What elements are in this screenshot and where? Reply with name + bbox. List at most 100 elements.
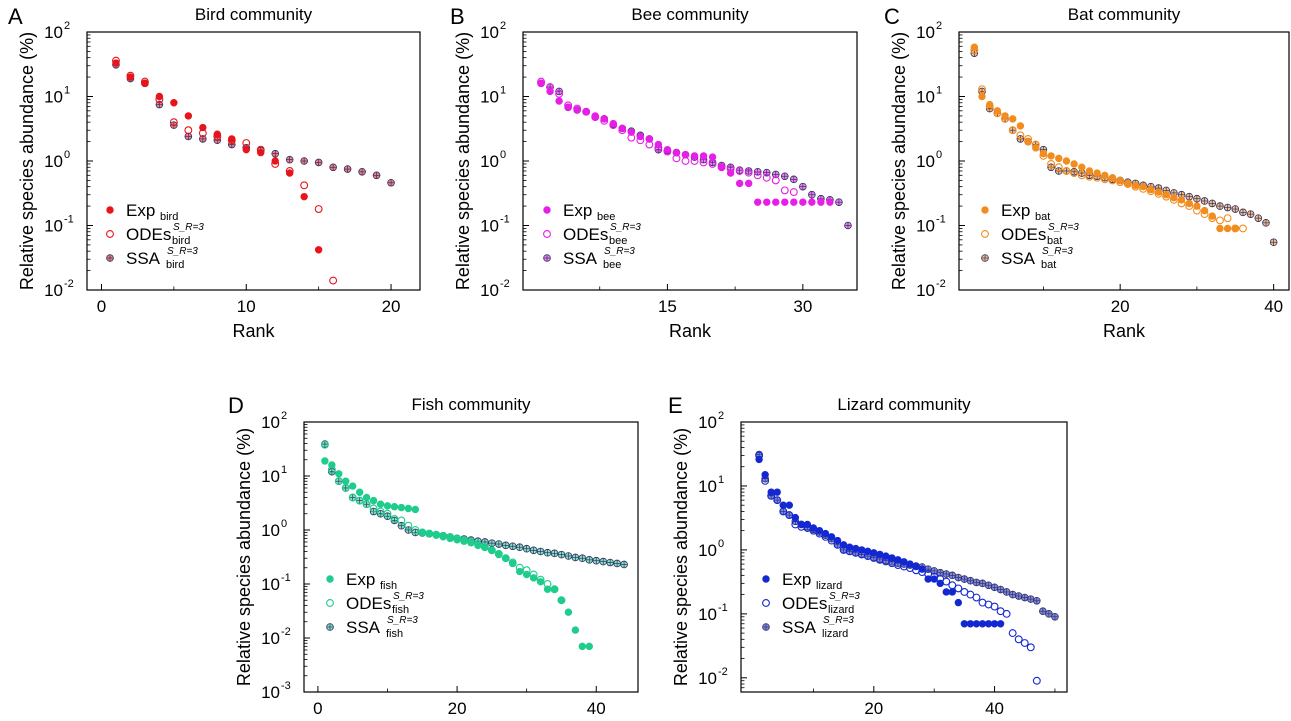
data-point-exp	[555, 97, 563, 105]
data-point-odes	[1215, 216, 1224, 225]
x-axis-label: Rank	[669, 321, 712, 341]
data-point-ssa	[550, 549, 559, 558]
data-point-odes	[780, 186, 789, 195]
data-point-odes	[1062, 167, 1071, 175]
y-tick-label: 10	[44, 152, 63, 171]
data-point-odes	[555, 89, 564, 98]
y-tick-exponent: 0	[718, 538, 724, 550]
data-point-ssa	[1223, 203, 1232, 212]
data-point-exp	[761, 470, 769, 479]
y-tick-exponent: -2	[500, 278, 510, 290]
data-point-exp	[349, 482, 357, 490]
legend-subscript: bat	[1035, 211, 1050, 223]
data-point-ssa	[1051, 612, 1059, 621]
y-tick-label: 10	[44, 23, 63, 42]
data-point-exp	[141, 79, 149, 88]
y-tick-label: 10	[698, 669, 717, 688]
legend-label-odes: ODEs	[782, 594, 827, 613]
data-point-ssa	[271, 149, 280, 158]
y-axis-label: Relative species abundance (%)	[17, 32, 37, 290]
data-point-ssa	[1208, 199, 1217, 208]
legend-subscript: bird	[166, 259, 184, 271]
data-point-exp	[1170, 193, 1178, 202]
y-tick-label: 10	[261, 683, 280, 702]
legend-subscript: fish	[392, 604, 409, 616]
data-point-exp	[785, 501, 793, 509]
y-tick-label: 10	[698, 541, 717, 560]
data-point-exp	[1009, 115, 1017, 123]
data-point-ssa	[1246, 210, 1255, 218]
data-point-ssa	[285, 155, 294, 164]
data-point-ssa	[495, 540, 503, 548]
data-point-exp	[335, 470, 343, 478]
data-point-ssa	[314, 158, 323, 167]
data-point-exp	[355, 488, 364, 496]
data-point-exp	[845, 543, 854, 551]
legend-marker-exp	[326, 575, 334, 583]
data-point-exp	[600, 115, 608, 123]
y-tick-label: 10	[261, 575, 280, 594]
y-tick-exponent: 1	[64, 85, 70, 97]
data-point-odes	[334, 477, 343, 486]
series-exp	[537, 79, 834, 206]
data-point-exp	[1101, 171, 1109, 180]
data-point-exp	[502, 554, 510, 562]
legend-superscript: S_R=3	[1048, 222, 1079, 233]
y-tick-exponent: -3	[281, 680, 291, 692]
data-point-exp	[672, 148, 681, 157]
data-point-odes	[753, 171, 762, 180]
data-point-odes	[1223, 214, 1232, 223]
data-point-exp	[882, 552, 890, 560]
data-point-exp	[446, 534, 454, 543]
data-point-exp	[918, 565, 926, 573]
data-point-exp	[781, 198, 789, 206]
data-point-exp	[948, 588, 956, 596]
y-tick-exponent: 1	[718, 474, 724, 486]
data-point-exp	[397, 503, 406, 512]
data-point-exp	[808, 198, 816, 206]
x-axis-label: Rank	[1103, 321, 1146, 341]
x-tick-label: 20	[382, 297, 401, 316]
legend-subscript: bird	[172, 235, 190, 247]
data-point-exp	[654, 140, 663, 149]
legend-superscript: S_R=3	[393, 591, 424, 602]
data-point-ssa	[508, 542, 517, 551]
data-point-exp	[870, 549, 878, 557]
data-point-odes	[300, 181, 309, 190]
legend-superscript: S_R=3	[167, 246, 198, 257]
data-point-exp	[1116, 176, 1124, 185]
y-tick-label: 10	[480, 152, 499, 171]
data-point-ssa	[571, 553, 580, 562]
legend-marker-odes	[762, 599, 770, 607]
y-tick-exponent: -1	[936, 214, 946, 226]
data-point-odes	[355, 496, 364, 505]
legend-label-odes: ODEs	[1001, 225, 1046, 244]
data-point-exp	[663, 145, 672, 154]
data-point-exp	[1024, 137, 1032, 146]
panel-title: Bird community	[195, 5, 313, 24]
data-point-exp	[618, 124, 626, 133]
data-point-exp	[754, 198, 762, 206]
data-point-exp	[858, 546, 866, 554]
legend-marker-ssa	[543, 254, 551, 262]
legend-subscript: lizard	[816, 580, 842, 592]
legend-label-exp: Exp	[782, 570, 811, 589]
data-point-ssa	[358, 168, 366, 176]
legend-subscript: bird	[160, 211, 178, 223]
legend-label-ssa: SSA	[126, 249, 161, 268]
series-exp	[321, 457, 593, 651]
data-point-exp	[954, 598, 963, 607]
data-point-exp	[199, 123, 207, 132]
data-point-exp	[1055, 154, 1063, 163]
series-odes	[537, 77, 798, 197]
x-tick-label: 15	[658, 297, 677, 316]
data-point-exp	[1200, 206, 1209, 215]
data-point-exp	[1016, 122, 1025, 130]
data-point-exp	[522, 570, 531, 579]
y-tick-exponent: 1	[281, 464, 287, 476]
data-point-ssa	[515, 543, 524, 552]
